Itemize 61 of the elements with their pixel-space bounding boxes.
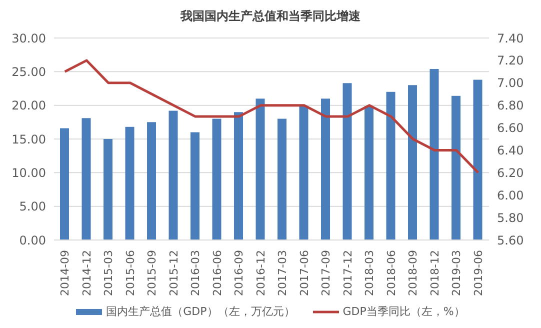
- x-tick-label: 2016-12: [254, 250, 268, 296]
- y2-tick-label: 6.00: [497, 188, 524, 202]
- x-tick-label: 2018-12: [428, 250, 442, 296]
- x-tick-label: 2019-03: [450, 250, 464, 296]
- x-tick-label: 2018-06: [384, 250, 398, 296]
- chart-title: 我国国内生产总值和当季同比增速: [179, 8, 362, 25]
- y2-tick-label: 6.60: [497, 121, 524, 136]
- legend-label: 国内生产总值（GDP）（左，万亿元）: [106, 304, 295, 319]
- x-tick-label: 2015-03: [102, 250, 116, 296]
- bar: [452, 96, 460, 240]
- y2-tick-label: 5.80: [497, 210, 524, 225]
- bar: [125, 126, 134, 240]
- x-tick-label: 2018-09: [406, 250, 420, 296]
- y-tick-label: 25.00: [12, 64, 46, 79]
- bar: [190, 132, 200, 240]
- x-tick-label: 2014-09: [58, 250, 72, 296]
- bar: [299, 106, 308, 240]
- y2-tick-label: 6.80: [497, 98, 524, 113]
- legend-label: GDP当季同比（左，%）: [342, 304, 465, 319]
- x-tick-label: 2016-06: [210, 250, 224, 296]
- bar: [168, 110, 178, 240]
- x-tick-label: 2015-09: [146, 250, 159, 296]
- line-series: [64, 59, 480, 174]
- x-tick-label: 2015-06: [124, 250, 137, 296]
- bar: [82, 118, 91, 240]
- bar: [386, 92, 396, 240]
- bar: [212, 118, 222, 240]
- y2-tick-label: 5.60: [497, 233, 524, 248]
- y2-tick-label: 6.40: [497, 143, 524, 158]
- bar: [278, 118, 286, 240]
- bar: [104, 139, 112, 240]
- x-tick-label: 2016-09: [232, 250, 246, 296]
- bar: [147, 122, 156, 240]
- bar: [256, 98, 265, 240]
- x-tick-label: 2017-12: [341, 250, 354, 296]
- y-tick-label: 30.00: [12, 31, 46, 46]
- bar: [364, 106, 374, 240]
- y-tick-label: 20.00: [12, 98, 46, 113]
- y-tick-label: 0.00: [19, 233, 46, 248]
- bar: [408, 85, 417, 240]
- y2-tick-label: 7.00: [497, 76, 524, 90]
- bar: [473, 80, 482, 240]
- bar: [430, 68, 439, 240]
- x-tick-label: 2014-12: [80, 250, 94, 296]
- x-tick-label: 2017-03: [276, 250, 290, 296]
- y-tick-label: 5.00: [19, 200, 46, 214]
- bar: [342, 83, 352, 240]
- y-tick-label: 10.00: [12, 166, 46, 180]
- x-tick-label: 2015-12: [167, 250, 180, 296]
- x-tick-label: 2018-03: [363, 250, 376, 296]
- y2-tick-label: 7.20: [497, 54, 524, 68]
- x-tick-label: 2017-09: [320, 250, 333, 296]
- bar: [234, 112, 243, 240]
- x-tick-label: 2016-03: [189, 250, 202, 296]
- y-tick-label: 15.00: [12, 132, 46, 146]
- bar: [60, 128, 69, 240]
- x-tick-label: 2017-06: [298, 250, 311, 296]
- y2-tick-label: 7.40: [497, 31, 524, 46]
- y2-tick-label: 6.20: [497, 166, 524, 180]
- bar: [321, 98, 330, 240]
- x-tick-label: 2019-06: [472, 250, 485, 296]
